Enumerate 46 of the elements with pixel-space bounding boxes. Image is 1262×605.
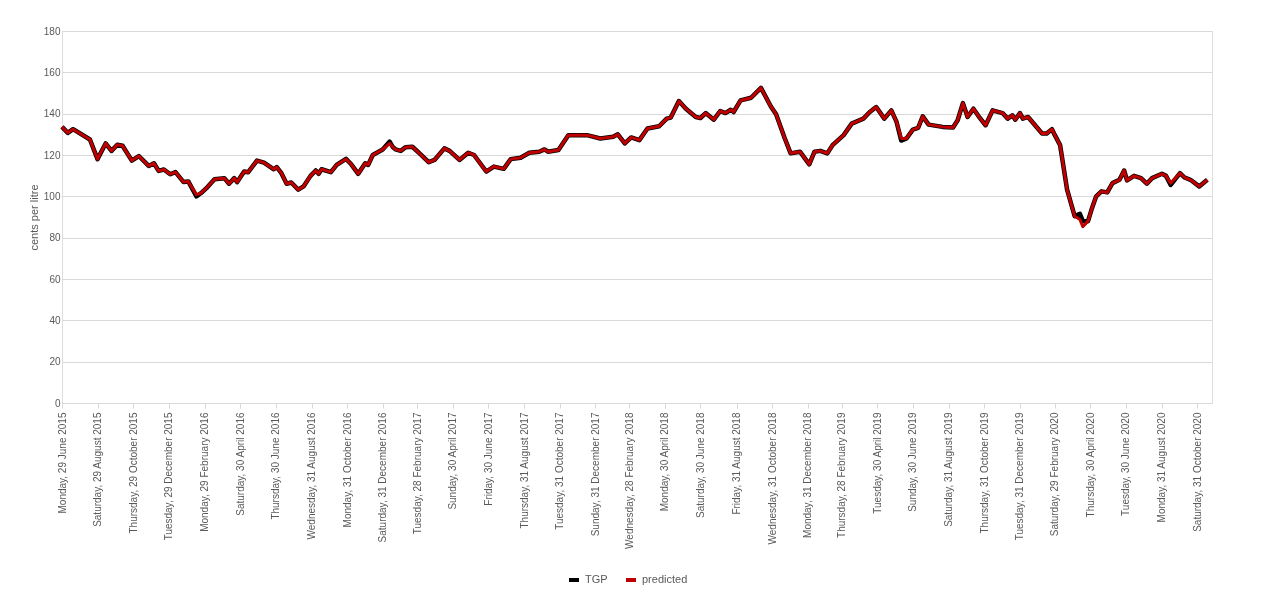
x-tick-label: Saturday, 31 August 2019 (943, 412, 955, 527)
x-tick-label: Thursday, 28 February 2019 (836, 412, 848, 538)
x-tick-label: Saturday, 30 June 2018 (694, 412, 706, 518)
x-tick-label: Friday, 31 August 2018 (731, 412, 743, 515)
x-tick-label: Tuesday, 30 April 2019 (871, 412, 883, 514)
x-tick-label: Saturday, 30 April 2016 (234, 412, 246, 516)
x-tick-label: Saturday, 29 February 2020 (1049, 412, 1061, 537)
x-tick-label: Monday, 29 February 2016 (199, 412, 211, 532)
x-tick-label: Wednesday, 28 February 2018 (623, 412, 635, 549)
x-tick-label: Friday, 30 June 2017 (482, 412, 494, 506)
x-tick-label: Sunday, 30 June 2019 (907, 412, 919, 512)
x-tick-label: Thursday, 31 October 2019 (978, 412, 990, 534)
x-tick-label: Tuesday, 28 February 2017 (411, 412, 423, 535)
y-tick-label: 160 (43, 66, 61, 78)
x-tick-label: Tuesday, 30 June 2020 (1120, 412, 1132, 516)
y-tick-label: 60 (49, 273, 61, 285)
x-tick-label: Monday, 31 October 2016 (341, 412, 353, 528)
x-tick-label: Tuesday, 31 December 2019 (1014, 412, 1026, 541)
x-tick-label: Thursday, 30 June 2016 (270, 412, 282, 520)
x-tick-label: Saturday, 31 December 2016 (377, 412, 389, 543)
legend-label: TGP (585, 573, 608, 585)
y-axis-title: cents per litre (27, 184, 40, 251)
x-tick-label: Thursday, 29 October 2015 (127, 412, 139, 534)
y-tick-label: 180 (43, 25, 61, 37)
y-tick-label: 40 (49, 314, 61, 326)
x-tick-label: Monday, 29 June 2015 (56, 412, 68, 514)
x-tick-label: Monday, 30 April 2018 (659, 412, 671, 512)
x-tick-label: Sunday, 30 April 2017 (447, 412, 459, 510)
y-tick-label: 20 (49, 356, 61, 368)
x-tick-label: Thursday, 31 August 2017 (518, 412, 530, 529)
x-tick-label: Saturday, 29 August 2015 (92, 412, 103, 527)
x-tick-label: Sunday, 31 December 2017 (589, 412, 601, 537)
x-tick-label: Monday, 31 August 2020 (1156, 412, 1168, 523)
y-tick-label: 100 (43, 190, 61, 202)
x-tick-label: Saturday, 31 October 2020 (1191, 412, 1203, 532)
x-tick-label: Wednesday, 31 October 2018 (766, 412, 778, 545)
x-tick-label: Tuesday, 31 October 2017 (554, 412, 566, 530)
x-tick-label: Monday, 31 December 2018 (802, 412, 814, 538)
x-tick-label: Wednesday, 31 August 2016 (306, 412, 318, 540)
y-tick-label: 0 (54, 397, 61, 409)
x-tick-label: Thursday, 30 April 2020 (1084, 412, 1096, 518)
x-tick-label: Tuesday, 29 December 2015 (163, 412, 174, 541)
legend-label: predicted (642, 573, 688, 585)
y-tick-label: 80 (49, 232, 61, 244)
y-tick-label: 120 (43, 149, 61, 161)
y-tick-label: 140 (43, 108, 61, 120)
